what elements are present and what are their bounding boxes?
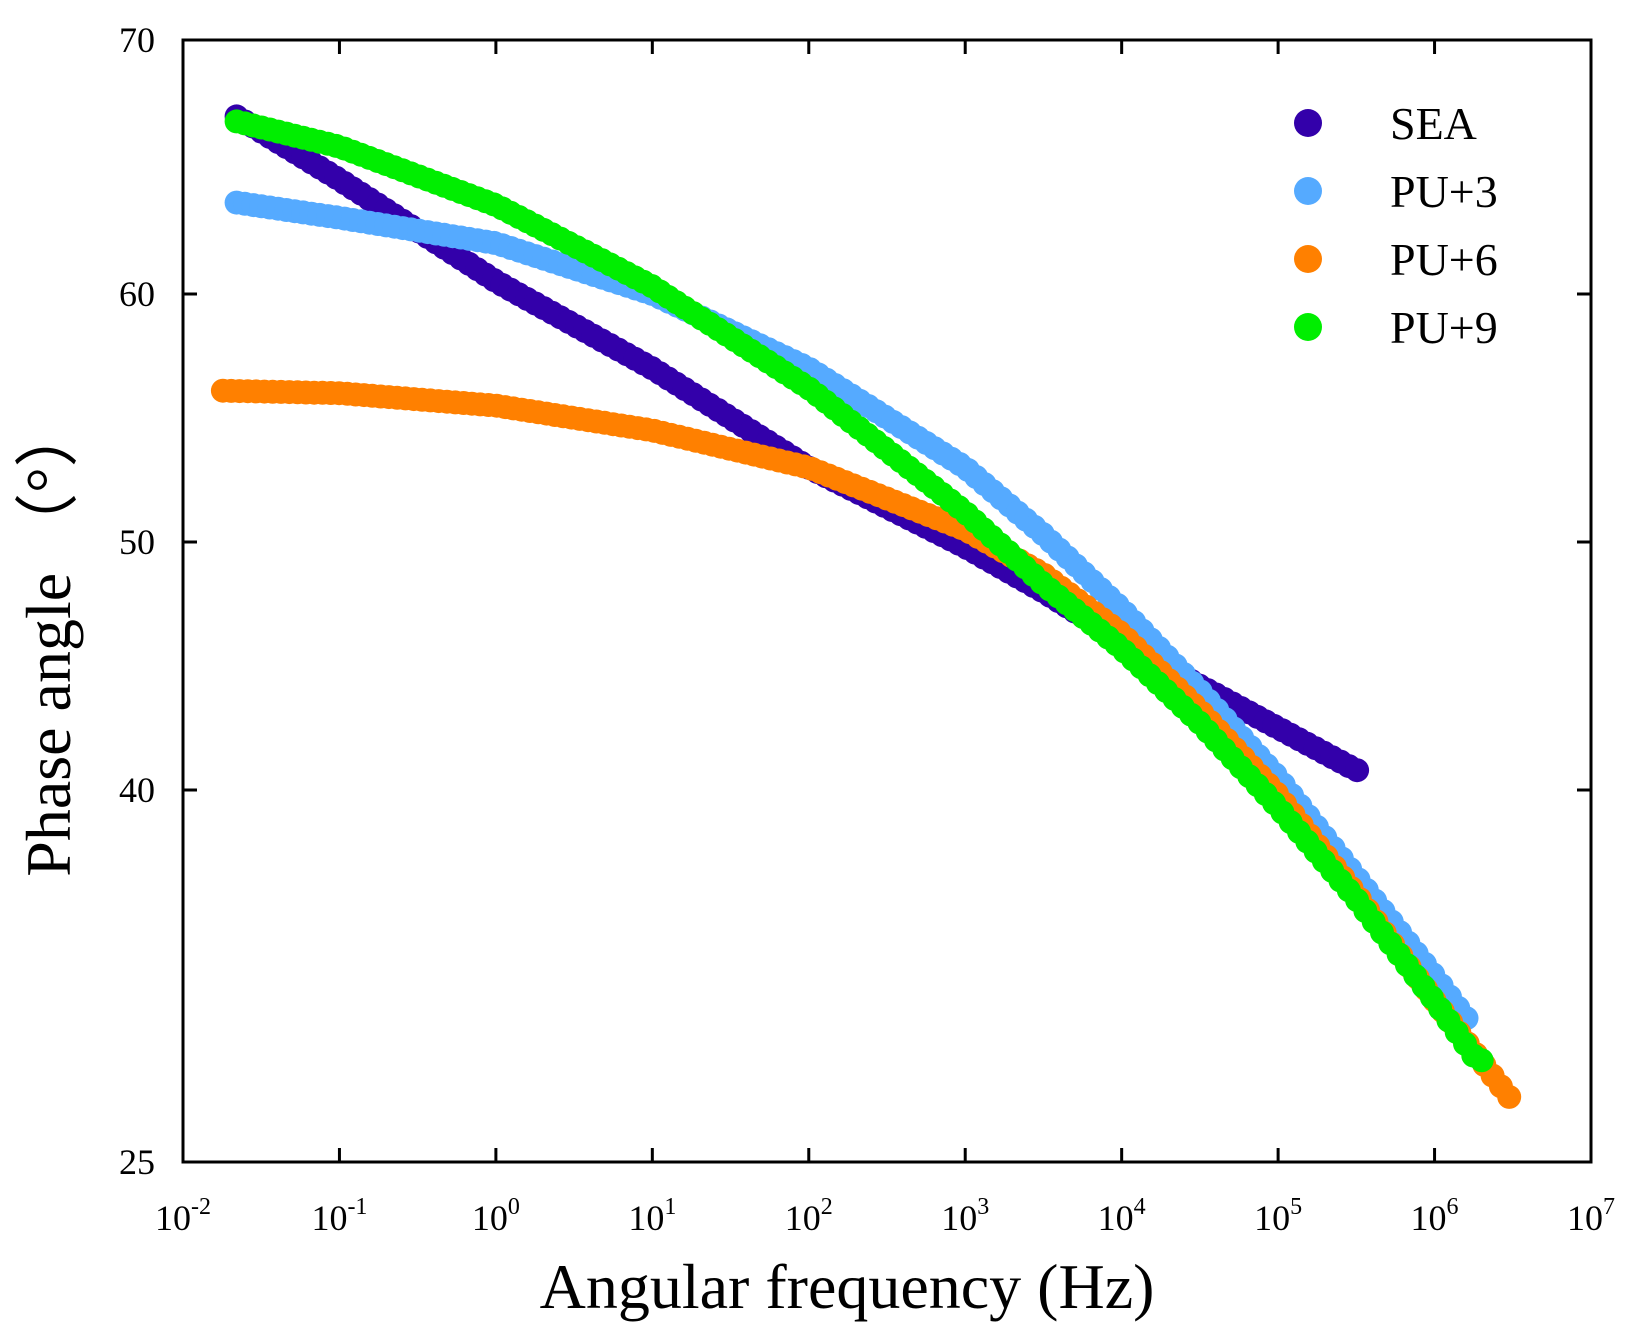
x-tick-label: 102 (785, 1194, 833, 1238)
legend-label: SEA (1390, 98, 1477, 149)
x-tick-label: 104 (1098, 1194, 1146, 1238)
x-tick-label: 100 (472, 1194, 520, 1238)
y-tick-label: 25 (119, 1142, 155, 1182)
legend-marker (1294, 313, 1322, 341)
y-tick-label: 60 (119, 274, 155, 314)
legend-label: PU+9 (1390, 302, 1498, 353)
x-axis-title: Angular frequency (Hz) (540, 1251, 1155, 1322)
data-point (1469, 1048, 1494, 1073)
legend-marker (1294, 177, 1322, 205)
series-pu-3 (224, 190, 1479, 1031)
data-points-layer (210, 104, 1522, 1109)
x-tick-label: 10-2 (155, 1194, 211, 1238)
x-tick-label: 106 (1411, 1194, 1459, 1238)
legend-marker (1294, 245, 1322, 273)
y-tick-label: 50 (119, 522, 155, 562)
x-tick-label: 101 (628, 1194, 676, 1238)
axis-ticks-layer (181, 38, 1593, 1164)
x-tick-labels: 10-2 10-1 100 101 102 103 104 105 106 107 (155, 1194, 1615, 1238)
legend-label: PU+6 (1390, 234, 1498, 285)
x-tick-label: 107 (1567, 1194, 1615, 1238)
y-tick-label: 40 (119, 770, 155, 810)
y-axis-title: Phase angle （°） (13, 403, 84, 877)
data-point (1345, 758, 1370, 783)
legend-label: PU+3 (1390, 166, 1498, 217)
legend-marker (1294, 109, 1322, 137)
plot-frame (181, 38, 1593, 1164)
series-pu-9 (224, 109, 1494, 1073)
legend: SEA PU+3 PU+6 PU+9 (1294, 98, 1498, 353)
y-tick-labels: 25 40 50 60 70 (119, 20, 155, 1182)
x-tick-label: 105 (1254, 1194, 1302, 1238)
x-tick-label: 103 (941, 1194, 989, 1238)
y-tick-label: 70 (119, 20, 155, 60)
x-tick-label: 10-1 (311, 1194, 367, 1238)
data-point (1497, 1084, 1522, 1109)
